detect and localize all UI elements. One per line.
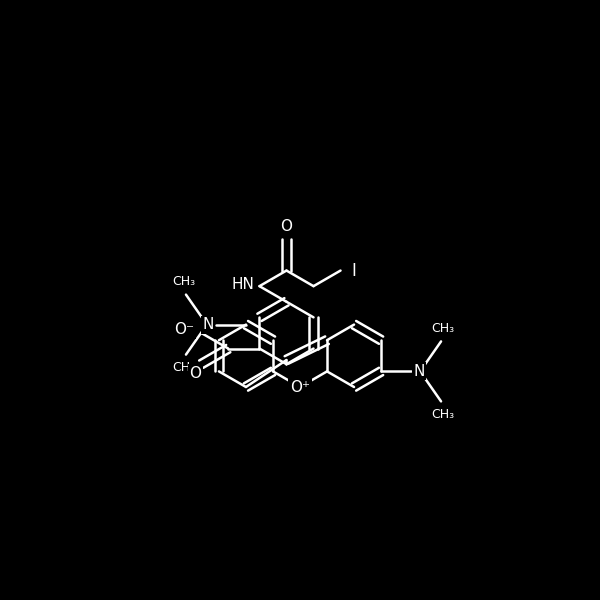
Text: N: N [202,317,214,332]
Text: CH₃: CH₃ [431,322,454,335]
Text: N: N [413,364,425,379]
Text: CH₃: CH₃ [173,275,196,288]
Text: O: O [280,218,292,233]
Text: O: O [189,365,201,380]
Text: I: I [351,262,356,280]
Text: O⁻: O⁻ [175,322,194,337]
Text: CH₃: CH₃ [431,408,454,421]
Text: CH₃: CH₃ [173,361,196,374]
Text: HN: HN [232,277,255,292]
Text: O⁺: O⁺ [290,379,310,395]
